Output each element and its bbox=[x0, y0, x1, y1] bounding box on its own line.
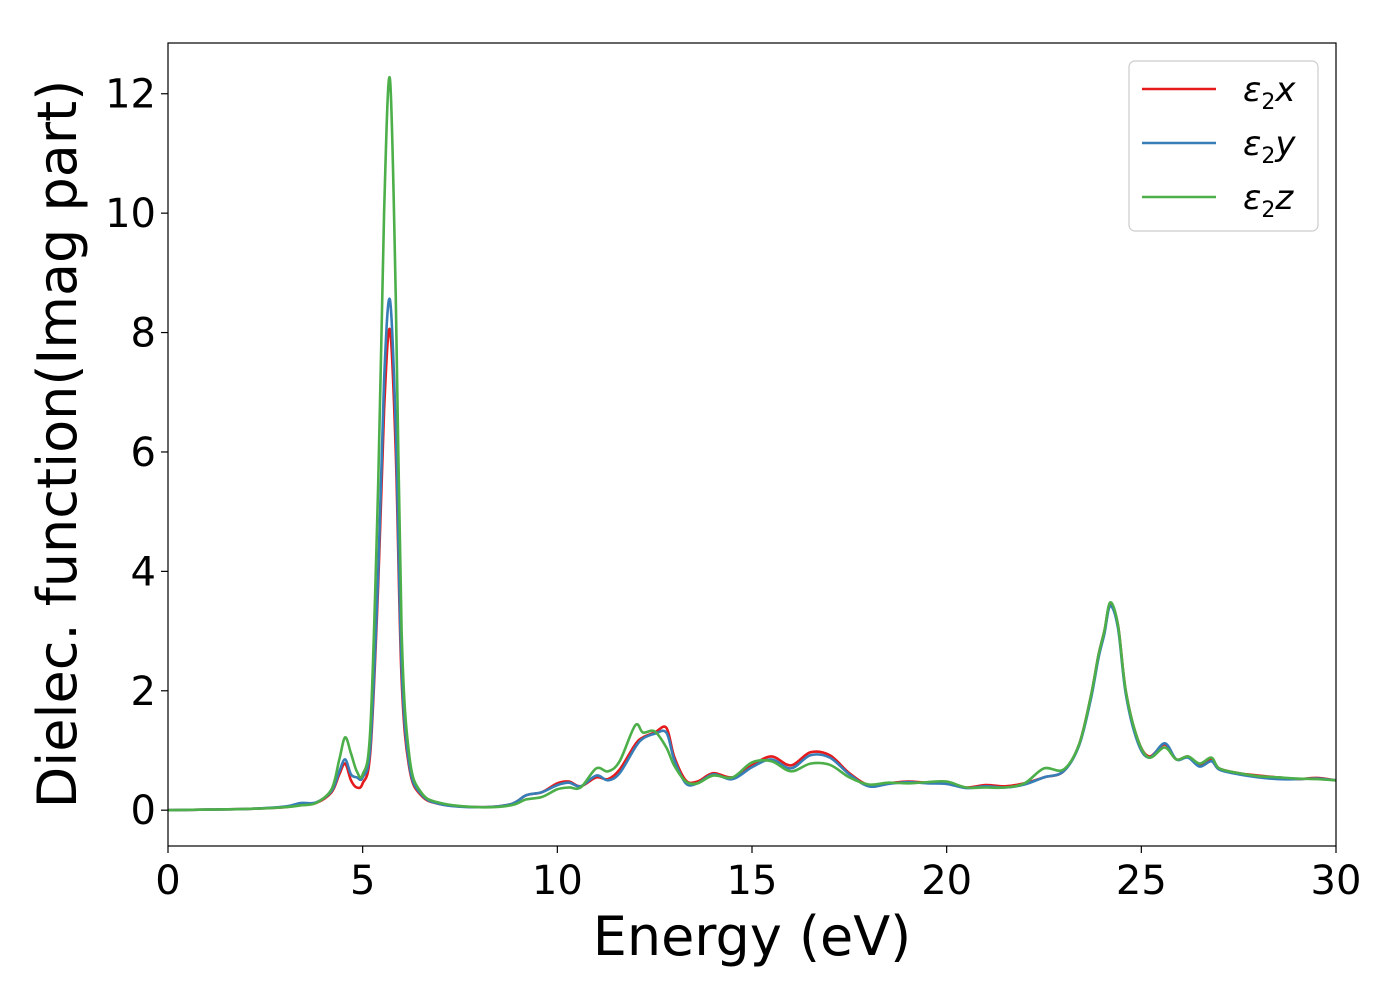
y-tick-label: 0 bbox=[131, 788, 156, 834]
x-tick-label: 10 bbox=[532, 858, 583, 904]
y-tick-label: 12 bbox=[105, 72, 156, 118]
y-tick-label: 8 bbox=[131, 311, 156, 357]
legend-label: ε2x bbox=[1243, 70, 1296, 115]
legend-box bbox=[1128, 60, 1319, 232]
legend-label: ε2y bbox=[1243, 124, 1296, 169]
x-axis-label: Energy (eV) bbox=[593, 905, 912, 968]
y-tick-label: 2 bbox=[131, 669, 156, 715]
y-tick-label: 4 bbox=[131, 549, 156, 595]
y-axis-label: Dielec. function(Imag part) bbox=[26, 80, 89, 809]
series-line-z bbox=[168, 75, 1336, 812]
legend-entry-z: ε2z bbox=[1142, 178, 1294, 223]
x-tick-label: 0 bbox=[155, 858, 180, 904]
x-tick-label: 5 bbox=[350, 858, 375, 904]
x-tick-label: 30 bbox=[1311, 858, 1362, 904]
legend-label: ε2z bbox=[1243, 178, 1294, 223]
x-tick-label: 20 bbox=[921, 858, 972, 904]
legend-entry-y: ε2y bbox=[1142, 124, 1296, 169]
legend: ε2x ε2y ε2z bbox=[1128, 60, 1319, 232]
legend-entry-x: ε2x bbox=[1142, 70, 1296, 115]
x-axis: 0 5 10 15 20 25 30 bbox=[155, 846, 1361, 904]
series-group bbox=[168, 75, 1336, 812]
y-axis: 0 2 4 6 8 10 12 bbox=[105, 72, 168, 834]
x-tick-label: 15 bbox=[727, 858, 778, 904]
x-tick-label: 25 bbox=[1116, 858, 1167, 904]
plot-area bbox=[167, 42, 1337, 847]
y-tick-label: 10 bbox=[105, 191, 156, 237]
legend-entries: ε2x ε2y ε2z bbox=[1142, 70, 1296, 223]
y-tick-label: 6 bbox=[131, 430, 156, 476]
